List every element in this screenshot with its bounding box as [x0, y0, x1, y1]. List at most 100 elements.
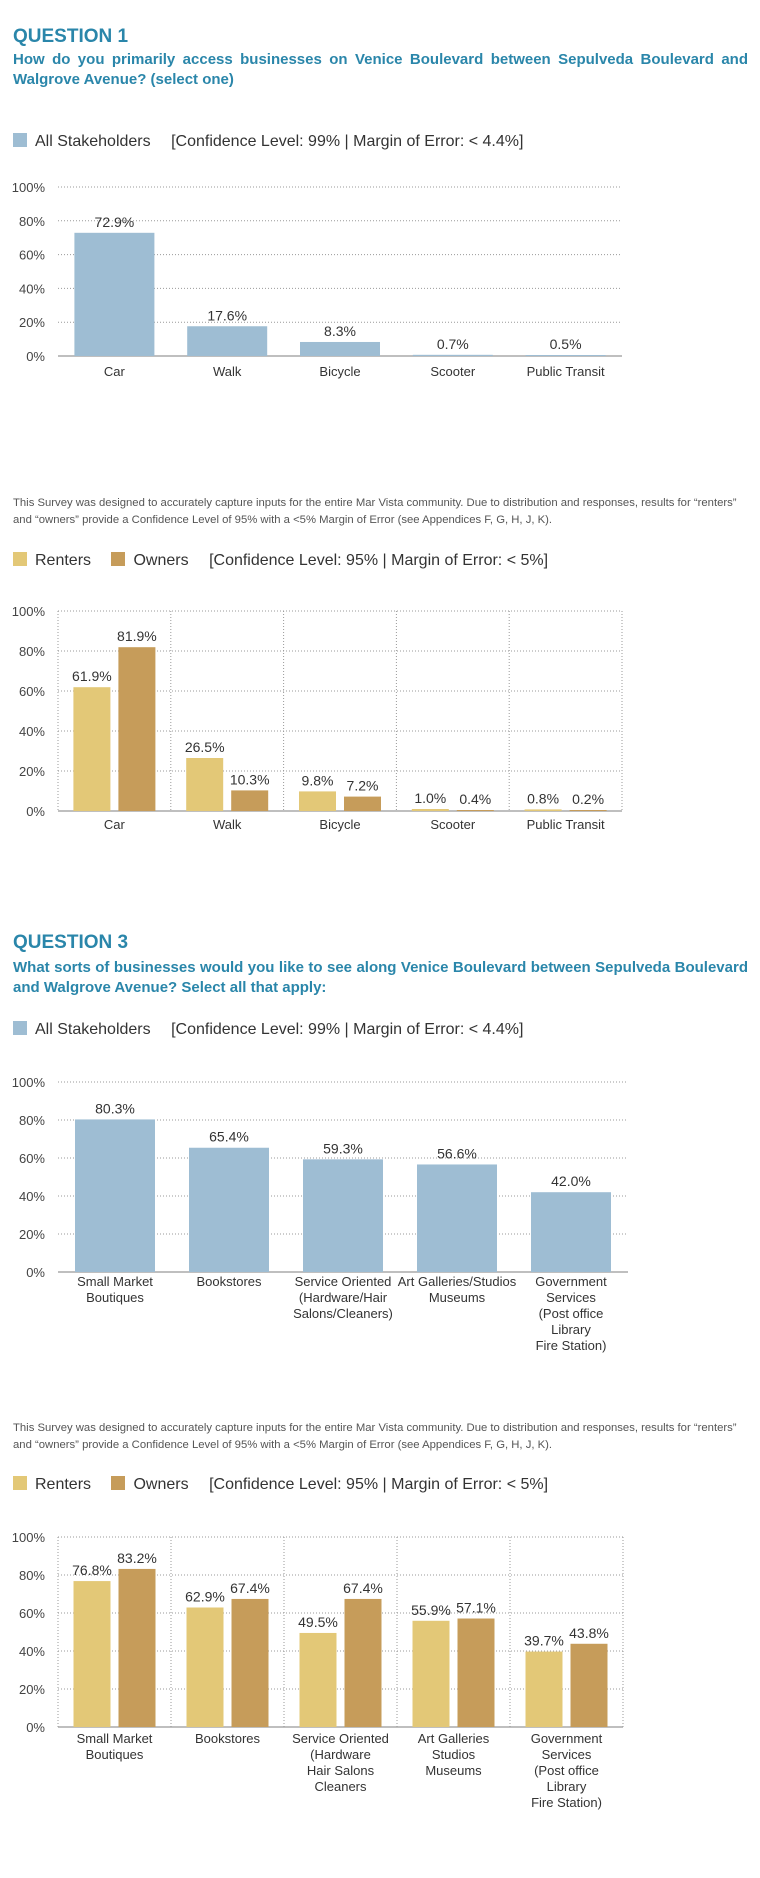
- y-tick-label: 40%: [19, 1189, 45, 1204]
- data-label: 55.9%: [411, 1602, 451, 1618]
- legend-swatch-all: [13, 1021, 27, 1035]
- data-label: 67.4%: [230, 1580, 270, 1596]
- y-tick-label: 20%: [19, 1682, 45, 1697]
- data-label: 42.0%: [551, 1173, 591, 1189]
- x-tick-label: Art Galleries Studios Museums: [418, 1731, 490, 1778]
- bar: [344, 796, 381, 811]
- bar: [231, 1598, 269, 1727]
- data-label: 62.9%: [185, 1588, 225, 1604]
- x-tick-label: Car: [104, 817, 126, 832]
- survey-note-q3: This Survey was designed to accurately c…: [13, 1422, 737, 1451]
- legend-renters-owners-q1: Renters Owners [Confidence Level: 95% | …: [13, 552, 548, 570]
- y-tick-label: 60%: [19, 684, 45, 699]
- legend-swatch-owners: [111, 1476, 126, 1490]
- legend-label-owners: Owners: [133, 1476, 189, 1493]
- bar: [187, 326, 268, 356]
- bar: [525, 355, 606, 356]
- survey-note-q1: This Survey was designed to accurately c…: [13, 497, 737, 526]
- bar: [531, 1192, 611, 1272]
- legend-swatch-renters: [13, 1476, 27, 1490]
- y-tick-label: 100%: [12, 1530, 46, 1545]
- question-1-text: How do you primarily access businesses o…: [13, 51, 748, 88]
- legend-label-owners: Owners: [133, 552, 189, 569]
- bar: [412, 1620, 450, 1727]
- y-tick-label: 80%: [19, 644, 45, 659]
- data-label: 9.8%: [302, 772, 334, 788]
- bar: [74, 232, 155, 356]
- y-tick-label: 0%: [26, 1265, 45, 1280]
- bar: [456, 810, 494, 811]
- bar: [299, 1632, 337, 1727]
- data-label: 26.5%: [185, 739, 225, 755]
- data-label: 0.5%: [550, 336, 582, 352]
- y-tick-label: 40%: [19, 724, 45, 739]
- x-tick-label: Service Oriented (Hardware/Hair Salons/Cle…: [293, 1274, 393, 1321]
- y-tick-label: 20%: [19, 315, 45, 330]
- legend-all-stakeholders-q3: All Stakeholders [Confidence Level: 99% …: [13, 1021, 523, 1039]
- legend-swatch-renters: [13, 552, 27, 566]
- chart-q1-renters-owners: 100% 80% 60% 40% 20% 0% 61.9% 81.9% Car 26.5% 10.3…: [12, 604, 623, 832]
- y-tick-label: 80%: [19, 214, 45, 229]
- question-3-text: What sorts of businesses would you like …: [13, 959, 748, 996]
- bar: [457, 1618, 495, 1727]
- data-label: 0.4%: [459, 791, 491, 807]
- data-label: 49.5%: [298, 1614, 338, 1630]
- legend-confidence: [Confidence Level: 95% | Margin of Error…: [209, 552, 549, 569]
- x-tick-label: Government Services (Post office Library Fir…: [535, 1274, 607, 1353]
- x-tick-label: Walk: [213, 364, 242, 379]
- bar: [118, 647, 156, 811]
- bar: [417, 1164, 497, 1272]
- bar: [118, 1568, 156, 1727]
- question-1-label: QUESTION 1: [13, 26, 129, 47]
- bar: [411, 809, 449, 811]
- x-tick-label: Government Services (Post office Library Fir…: [531, 1731, 603, 1810]
- data-label: 80.3%: [95, 1100, 135, 1116]
- legend-label-renters: Renters: [35, 552, 92, 569]
- legend-renters-owners-q3: Renters Owners [Confidence Level: 95% | …: [13, 1476, 548, 1494]
- chart-q1-all-stakeholders: 100% 80% 60% 40% 20% 0% 72.9% Car 17.6% Walk 8.3% B…: [12, 180, 622, 379]
- legend-confidence: [Confidence Level: 99% | Margin of Error…: [171, 1021, 524, 1038]
- y-tick-label: 40%: [19, 1644, 45, 1659]
- data-label: 8.3%: [324, 323, 356, 339]
- x-tick-label: Scooter: [430, 817, 475, 832]
- data-label: 39.7%: [524, 1633, 564, 1649]
- bar: [569, 810, 607, 811]
- bar: [525, 1651, 563, 1727]
- x-tick-label: Bicycle: [319, 817, 360, 832]
- y-tick-label: 100%: [12, 604, 46, 619]
- y-tick-label: 60%: [19, 1606, 45, 1621]
- x-tick-label: Service Oriented (Hardware Hair Salons Clea…: [292, 1731, 389, 1794]
- legend-label-all: All Stakeholders: [35, 1021, 151, 1038]
- bar: [231, 790, 269, 811]
- bar: [344, 1598, 382, 1727]
- x-tick-label: Bicycle: [319, 364, 360, 379]
- y-tick-label: 100%: [12, 1075, 46, 1090]
- bar: [524, 809, 562, 811]
- data-label: 0.7%: [437, 336, 469, 352]
- bar: [300, 341, 380, 356]
- x-tick-label: Walk: [213, 817, 242, 832]
- bar: [570, 1643, 608, 1727]
- y-tick-label: 60%: [19, 248, 45, 263]
- legend-confidence: [Confidence Level: 95% | Margin of Error…: [209, 1476, 549, 1493]
- x-tick-label: Small Market Boutiques: [77, 1274, 153, 1305]
- y-tick-label: 80%: [19, 1568, 45, 1583]
- y-tick-label: 40%: [19, 281, 45, 296]
- legend-swatch-owners: [111, 552, 126, 566]
- x-tick-label: Public Transit: [527, 364, 605, 379]
- legend-confidence: [Confidence Level: 99% | Margin of Error…: [171, 133, 524, 150]
- question-3-label: QUESTION 3: [13, 932, 129, 953]
- bar: [186, 1607, 224, 1727]
- data-label: 76.8%: [72, 1562, 112, 1578]
- x-tick-label: Small Market Boutiques: [77, 1731, 153, 1762]
- y-tick-label: 0%: [26, 349, 45, 364]
- data-label: 56.6%: [437, 1145, 477, 1161]
- data-label: 67.4%: [343, 1580, 383, 1596]
- y-tick-label: 20%: [19, 1227, 45, 1242]
- data-label: 43.8%: [569, 1625, 609, 1641]
- x-tick-label: Bookstores: [196, 1274, 262, 1289]
- y-tick-label: 20%: [19, 764, 45, 779]
- bar: [73, 687, 111, 811]
- x-tick-label: Bookstores: [195, 1731, 261, 1746]
- legend-label-all: All Stakeholders: [35, 133, 151, 150]
